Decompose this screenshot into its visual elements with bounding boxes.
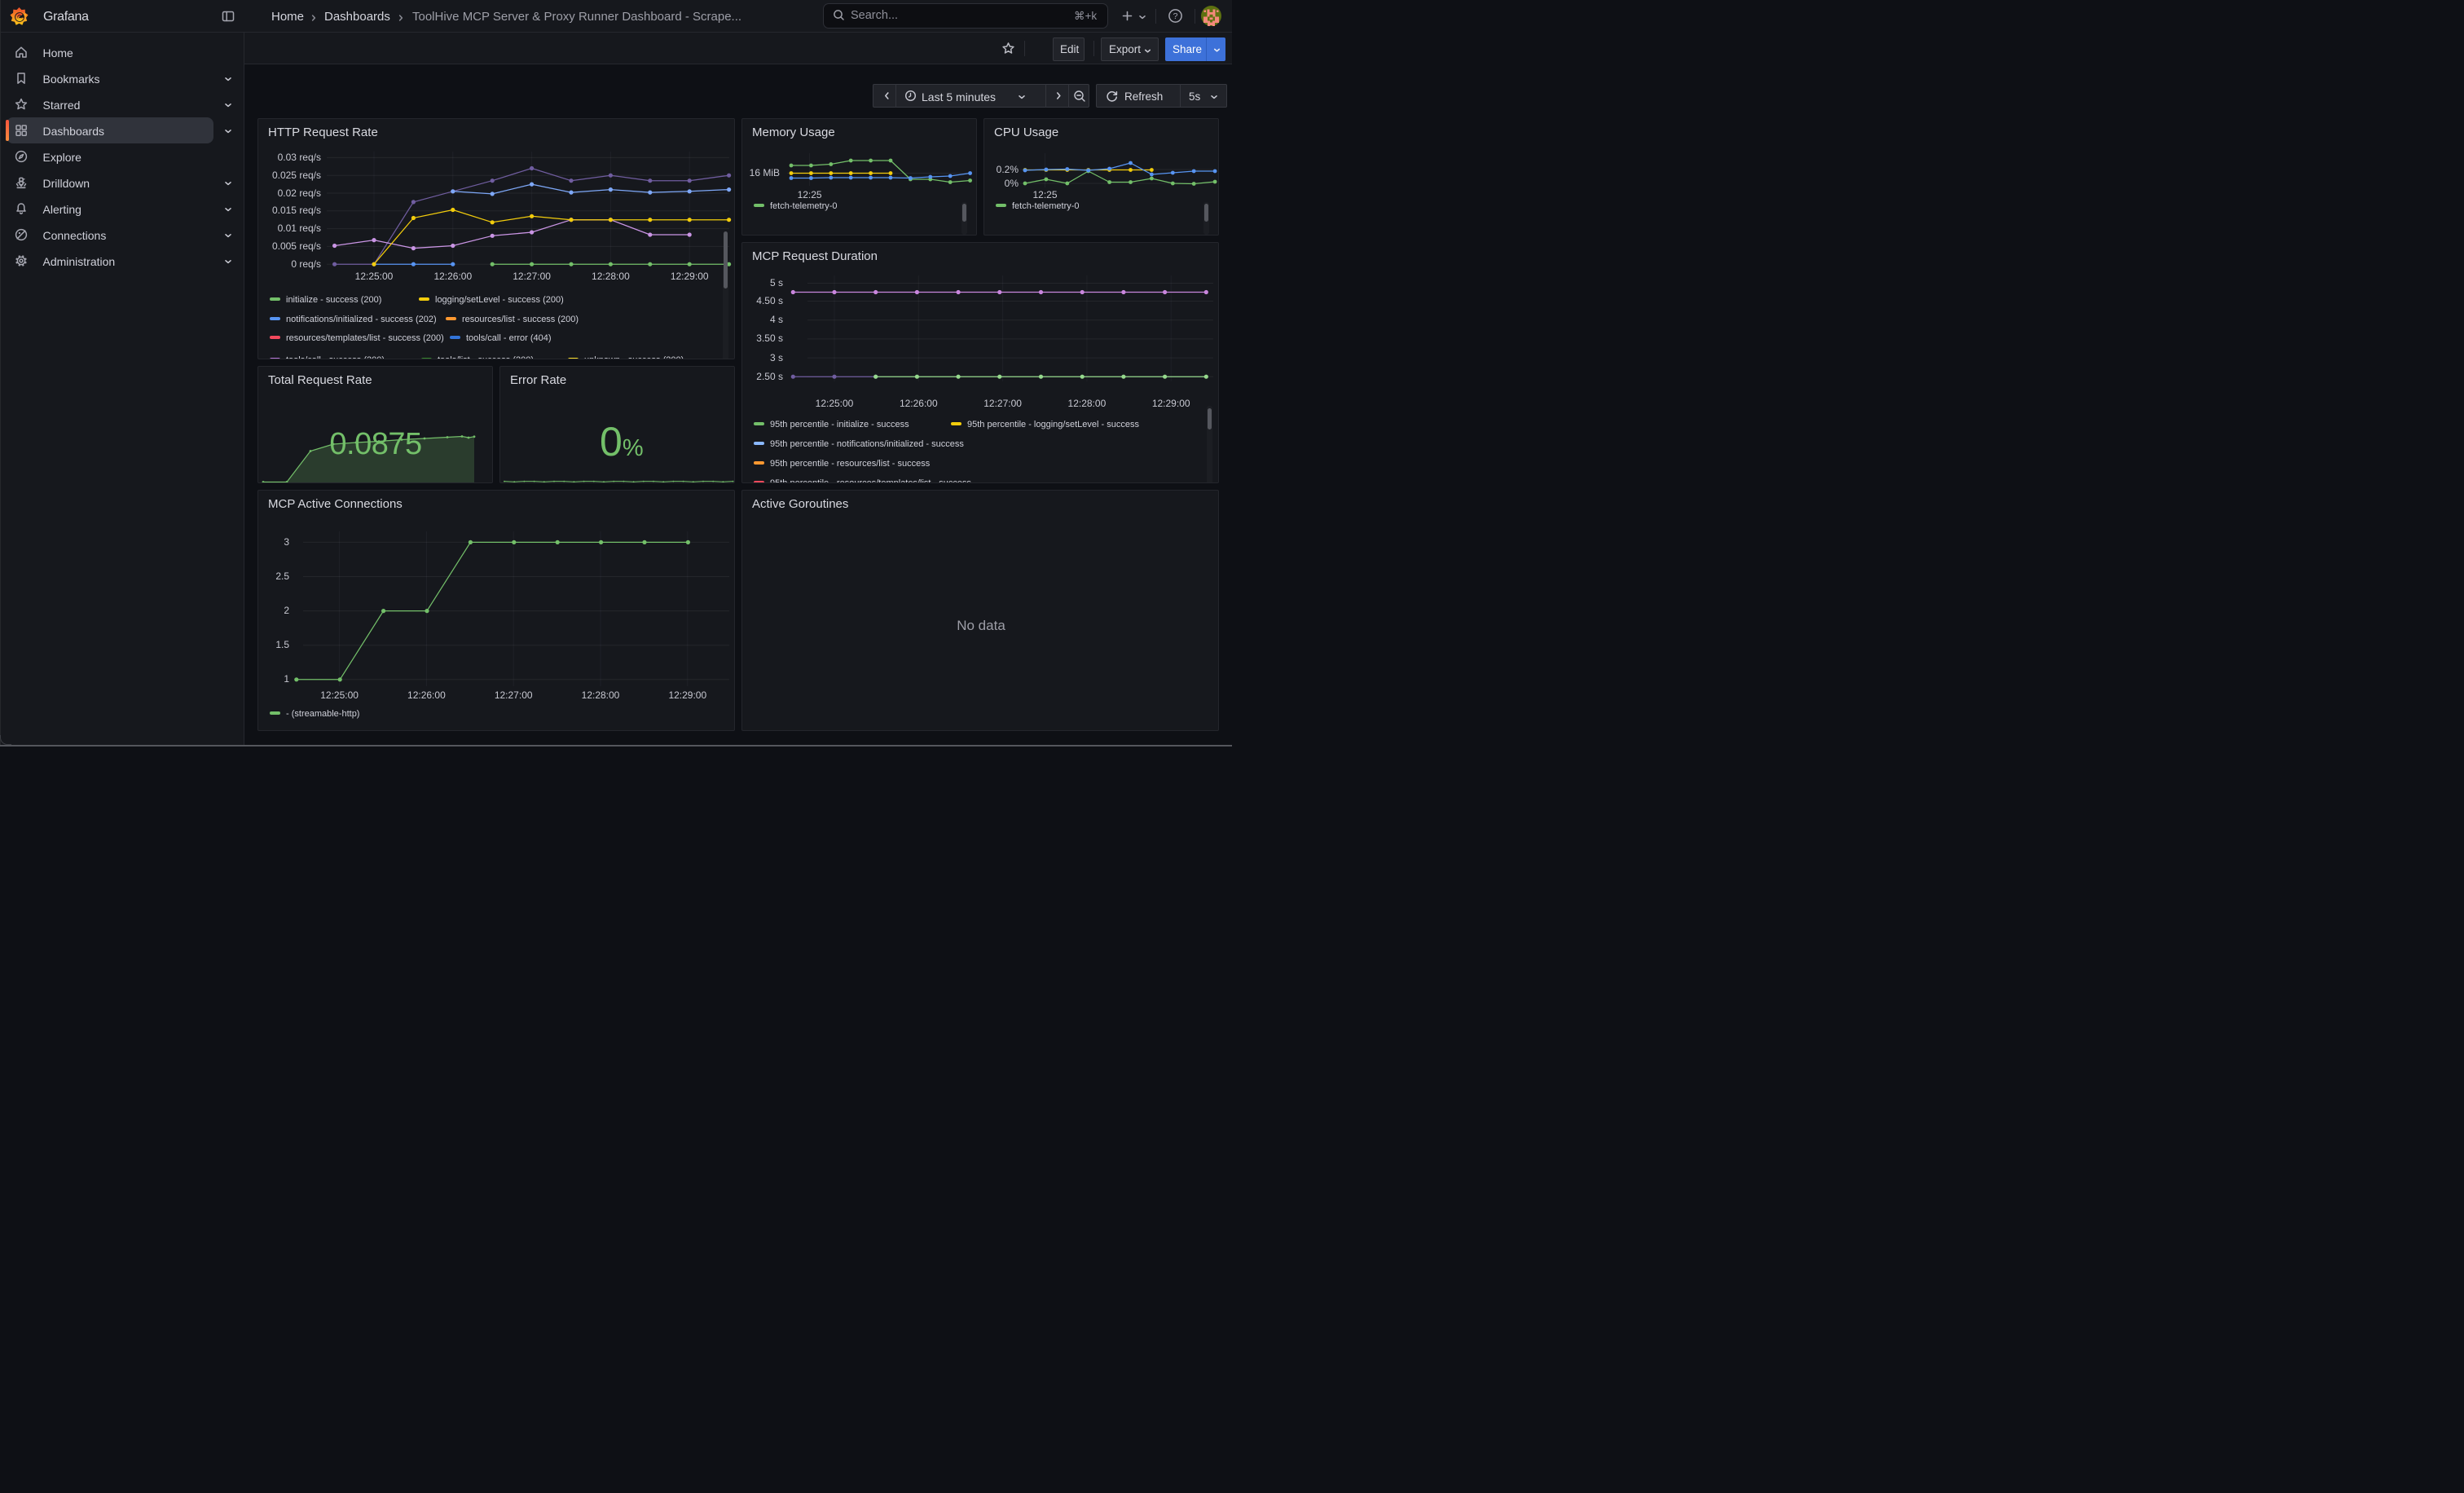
svg-text:?: ? bbox=[1173, 11, 1178, 21]
